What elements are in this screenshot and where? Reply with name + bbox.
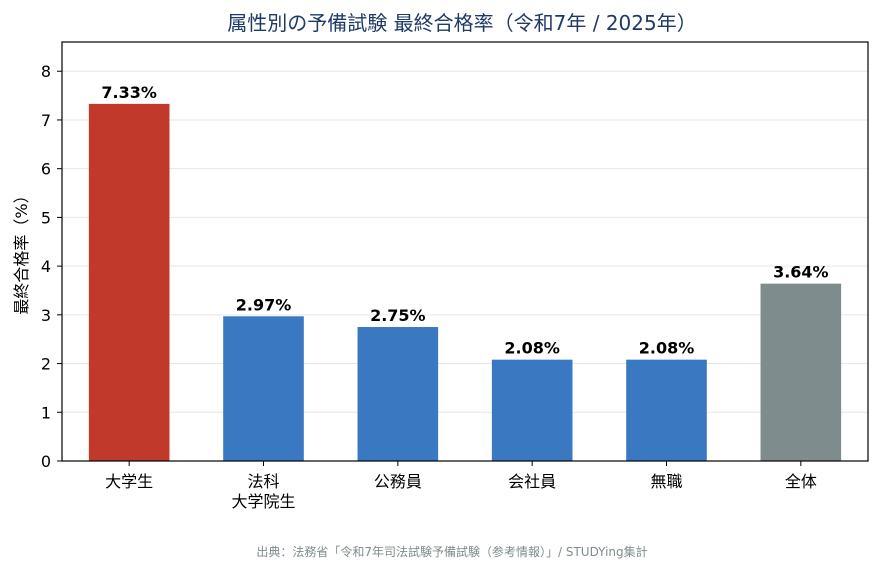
data-label: 2.08%: [504, 339, 560, 358]
y-tick-label: 5: [41, 208, 51, 227]
data-label: 7.33%: [101, 83, 157, 102]
data-labels: 7.33% 2.97% 2.75% 2.08% 2.08% 3.64%: [101, 83, 828, 358]
y-tick-label: 2: [41, 355, 51, 374]
plot-frame: [61, 41, 869, 462]
x-tick-label: 全体: [785, 472, 817, 491]
x-tick-label: 法科大学院生: [231, 472, 295, 511]
y-tick-label: 1: [41, 403, 51, 422]
y-tick-label: 8: [41, 62, 51, 81]
bar: [760, 283, 842, 461]
data-label: 2.97%: [236, 295, 292, 314]
x-tick-label: 大学生: [105, 472, 153, 491]
bar: [88, 103, 170, 461]
x-tick-label: 公務員: [374, 472, 422, 491]
data-label: 2.75%: [370, 306, 426, 325]
data-label: 3.64%: [773, 263, 829, 282]
y-tick-label: 0: [41, 452, 51, 471]
bar: [357, 327, 439, 461]
y-tick-label: 6: [41, 160, 51, 179]
x-tick-label: 会社員: [508, 472, 556, 491]
x-tick-label: 無職: [650, 472, 682, 491]
chart-title: 属性別の予備試験 最終合格率（令和7年 / 2025年）: [227, 11, 696, 35]
gridlines: [62, 70, 868, 413]
y-axis-label: 最終合格率（%）: [12, 187, 31, 314]
x-axis-ticks: 大学生 法科大学院生 公務員 会社員 無職 全体: [105, 461, 817, 511]
y-tick-label: 3: [41, 306, 51, 325]
bars: [88, 103, 842, 461]
source-note: 出典：法務省「令和7年司法試験予備試験（参考情報）」/ STUDYing集計: [256, 544, 647, 559]
y-axis-ticks: 0 1 2 3 4 5 6 7 8: [41, 62, 62, 471]
bar: [626, 359, 707, 461]
data-label: 2.08%: [639, 339, 695, 358]
y-tick-label: 4: [41, 257, 51, 276]
bar: [491, 359, 573, 461]
bar: [223, 316, 304, 461]
y-tick-label: 7: [41, 111, 51, 130]
